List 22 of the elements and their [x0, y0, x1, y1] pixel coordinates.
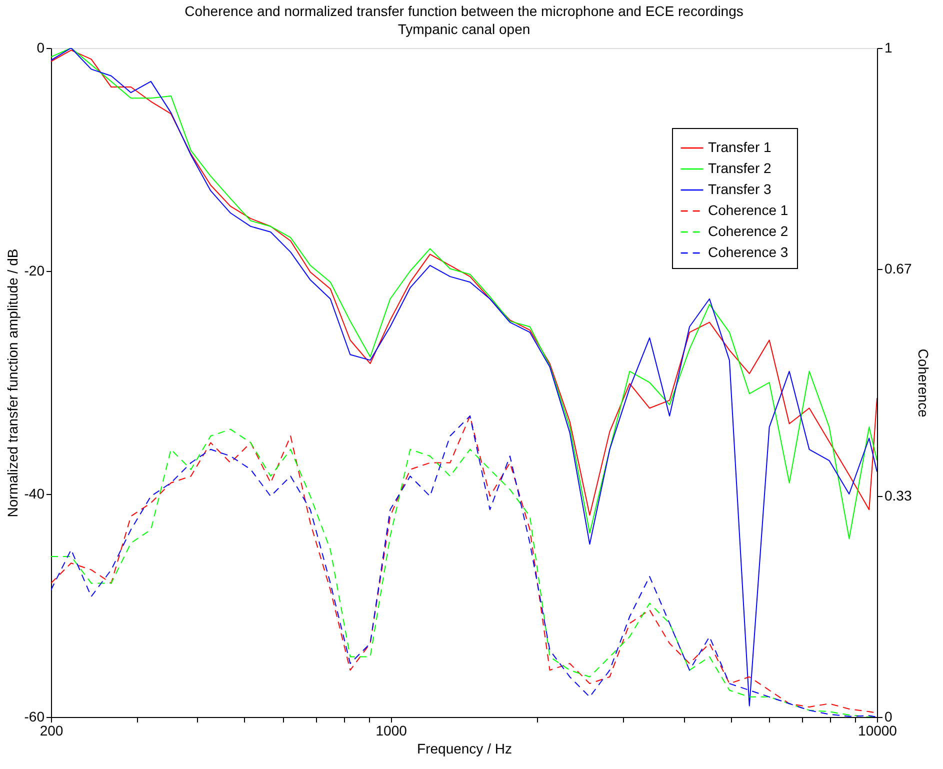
legend-label: Coherence 3	[708, 244, 788, 260]
legend-label: Transfer 2	[708, 160, 772, 176]
y2-tick-label: 0	[884, 708, 892, 724]
legend-label: Transfer 1	[708, 139, 772, 155]
y2-axis-title: Coherence	[916, 348, 932, 418]
chart-subtitle: Tympanic canal open	[398, 21, 530, 37]
y-tick-label: -40	[24, 486, 45, 502]
y-tick-label: -20	[24, 262, 45, 278]
y-tick-label: -60	[24, 708, 45, 724]
y-tick-label: 0	[36, 40, 45, 56]
x-tick-label: 1000	[376, 722, 408, 738]
y2-tick-label: 1	[884, 40, 892, 56]
legend-label: Coherence 2	[708, 223, 788, 239]
y-axis-title: Normalized transfer function amplitude / dB	[4, 248, 20, 518]
legend-label: Coherence 1	[708, 202, 788, 218]
x-tick-label: 200	[40, 722, 64, 738]
y2-tick-label: 0.33	[884, 488, 912, 504]
x-axis-title: Frequency / Hz	[417, 740, 512, 756]
legend-label: Transfer 3	[708, 181, 772, 197]
x-tick-label: 10000	[858, 722, 898, 738]
y2-tick-label: 0.67	[884, 260, 912, 276]
chart-title: Coherence and normalized transfer function between the microphone and ECE recordings	[184, 3, 744, 19]
